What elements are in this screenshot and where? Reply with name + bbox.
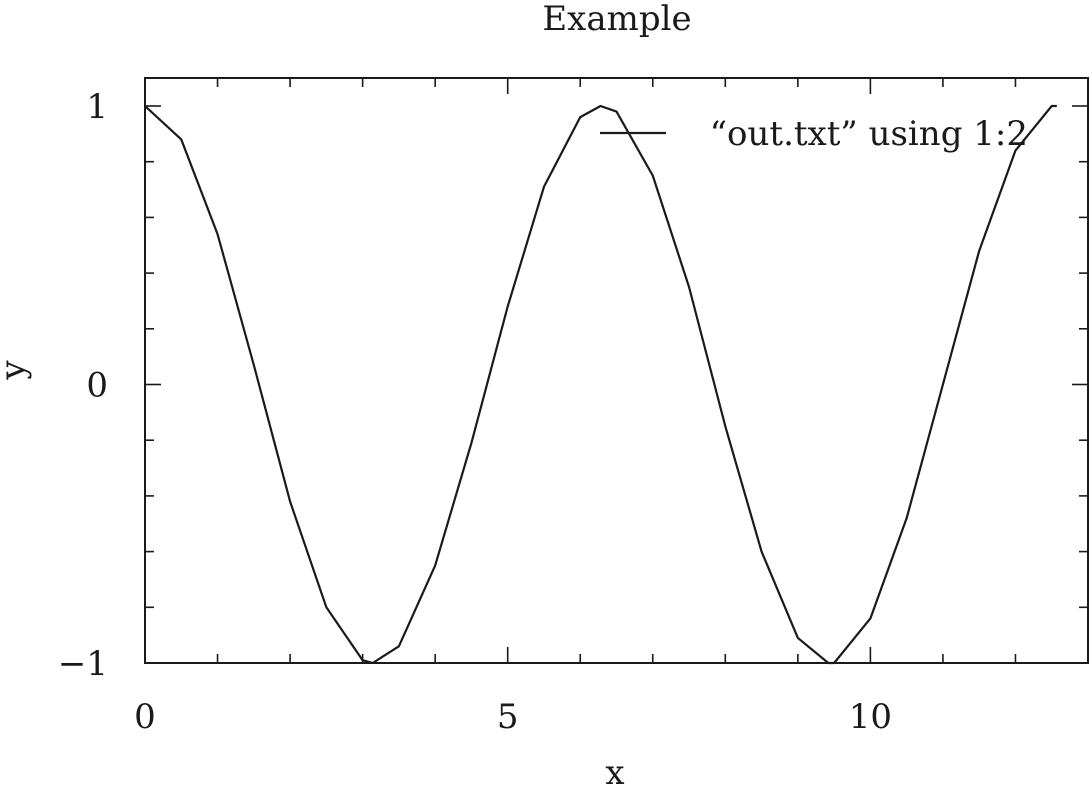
y-tick-label: 1: [86, 87, 108, 127]
y-tick-label: 0: [86, 366, 108, 406]
x-tick-label: 10: [849, 697, 892, 737]
x-tick-label: 5: [497, 697, 519, 737]
legend: “out.txt” using 1:2: [600, 114, 1028, 154]
plot-frame: [144, 77, 1089, 664]
chart-title: Example: [542, 0, 691, 39]
x-axis-label: x: [605, 753, 624, 787]
series-layer: [144, 104, 1057, 665]
x-tick-label: 0: [134, 697, 156, 737]
y-axis-label: y: [0, 360, 33, 381]
legend-label: “out.txt” using 1:2: [710, 114, 1028, 154]
axis-ticks: 0 5 10 −1 0 1: [58, 78, 1089, 737]
series-line: [144, 104, 1057, 665]
y-tick-label: −1: [58, 644, 108, 684]
